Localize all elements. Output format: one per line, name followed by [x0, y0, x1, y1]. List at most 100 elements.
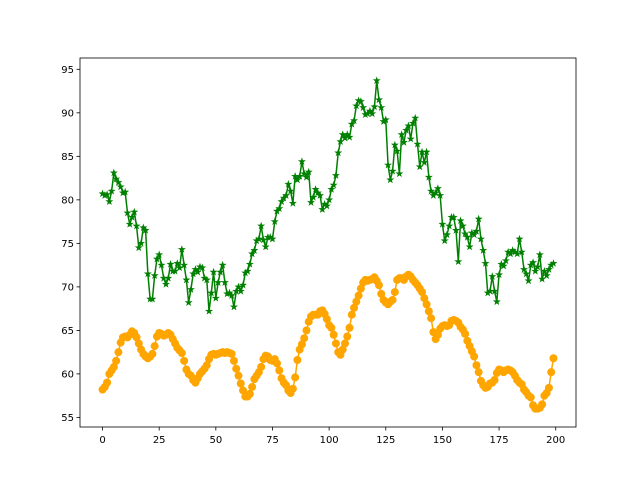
star-marker: [408, 119, 417, 127]
star-marker: [150, 271, 159, 279]
circle-marker: [329, 330, 338, 339]
star-marker: [413, 139, 422, 148]
circle-marker: [150, 342, 159, 351]
star-marker: [452, 226, 461, 234]
star-marker: [499, 261, 508, 270]
star-marker: [98, 189, 107, 198]
star-marker: [295, 172, 304, 180]
circle-marker: [229, 356, 238, 365]
circle-marker: [239, 386, 248, 395]
circle-marker: [232, 364, 241, 373]
circle-marker: [300, 334, 309, 343]
x-tick-label: 175: [490, 435, 509, 446]
star-marker: [501, 256, 510, 265]
star-marker: [384, 160, 393, 169]
x-tick-label: 200: [546, 435, 565, 446]
circle-marker: [418, 288, 427, 297]
star-marker: [492, 297, 501, 306]
star-marker: [236, 287, 245, 295]
circle-marker: [526, 393, 535, 402]
star-marker: [495, 270, 504, 279]
star-marker: [198, 263, 207, 272]
star-marker: [250, 246, 259, 254]
star-marker: [159, 273, 168, 282]
circle-marker: [322, 315, 331, 324]
star-marker: [225, 288, 234, 297]
circle-marker: [134, 339, 143, 348]
star-marker: [218, 260, 227, 269]
star-marker: [415, 162, 424, 171]
star-marker: [329, 180, 338, 189]
star-marker: [544, 265, 553, 273]
x-tick-label: 75: [266, 435, 279, 446]
star-marker: [245, 260, 254, 268]
star-marker: [483, 288, 492, 297]
star-marker: [535, 250, 544, 259]
star-marker: [141, 226, 150, 234]
circle-marker: [109, 362, 118, 371]
circle-marker: [356, 284, 365, 293]
star-marker: [481, 259, 490, 267]
star-marker: [273, 206, 282, 215]
circle-marker: [291, 373, 300, 382]
circle-marker: [297, 340, 306, 349]
star-marker: [531, 267, 540, 275]
star-marker: [465, 242, 474, 251]
star-marker: [345, 133, 354, 141]
star-marker: [130, 207, 139, 216]
circle-marker: [474, 368, 483, 377]
star-marker: [461, 229, 470, 238]
y-tick-label: 65: [61, 326, 74, 337]
circle-marker: [331, 339, 340, 348]
star-marker: [186, 285, 195, 293]
star-marker: [139, 223, 148, 232]
axes-frame: [79, 57, 577, 428]
circle-marker: [388, 295, 397, 304]
star-marker: [234, 282, 243, 291]
star-marker: [223, 289, 232, 298]
star-marker: [241, 268, 250, 277]
circle-marker: [390, 288, 399, 297]
star-marker: [209, 267, 218, 276]
star-marker: [436, 191, 445, 199]
star-marker: [152, 254, 161, 263]
star-marker: [431, 188, 440, 197]
star-marker: [128, 213, 136, 221]
star-marker: [132, 221, 141, 230]
star-marker: [304, 167, 313, 176]
star-marker: [368, 109, 377, 118]
y-tick-label: 95: [61, 65, 74, 76]
star-marker: [338, 130, 347, 138]
circle-marker: [420, 294, 429, 303]
circle-marker: [234, 371, 243, 380]
circle-marker: [293, 355, 302, 364]
star-marker: [180, 260, 189, 269]
circle-marker: [132, 333, 141, 342]
circle-marker: [202, 361, 211, 370]
star-marker: [393, 146, 402, 155]
star-marker: [268, 234, 277, 243]
star-marker: [336, 137, 345, 145]
circle-marker: [288, 384, 297, 393]
star-marker: [254, 234, 263, 243]
star-marker: [184, 298, 193, 306]
star-marker: [171, 267, 180, 275]
star-marker: [458, 221, 467, 230]
star-marker: [433, 184, 442, 192]
circle-marker: [345, 323, 354, 332]
circle-marker: [112, 356, 121, 365]
star-marker: [386, 175, 395, 184]
y-tick-label: 75: [61, 239, 74, 250]
star-marker: [288, 199, 297, 207]
star-marker: [381, 115, 390, 124]
star-marker: [125, 220, 134, 228]
circle-marker: [257, 362, 266, 371]
star-marker: [112, 174, 121, 183]
star-marker: [137, 239, 146, 247]
star-marker: [529, 258, 538, 266]
star-marker: [282, 191, 291, 199]
circle-marker: [148, 349, 157, 358]
star-marker: [352, 101, 361, 110]
